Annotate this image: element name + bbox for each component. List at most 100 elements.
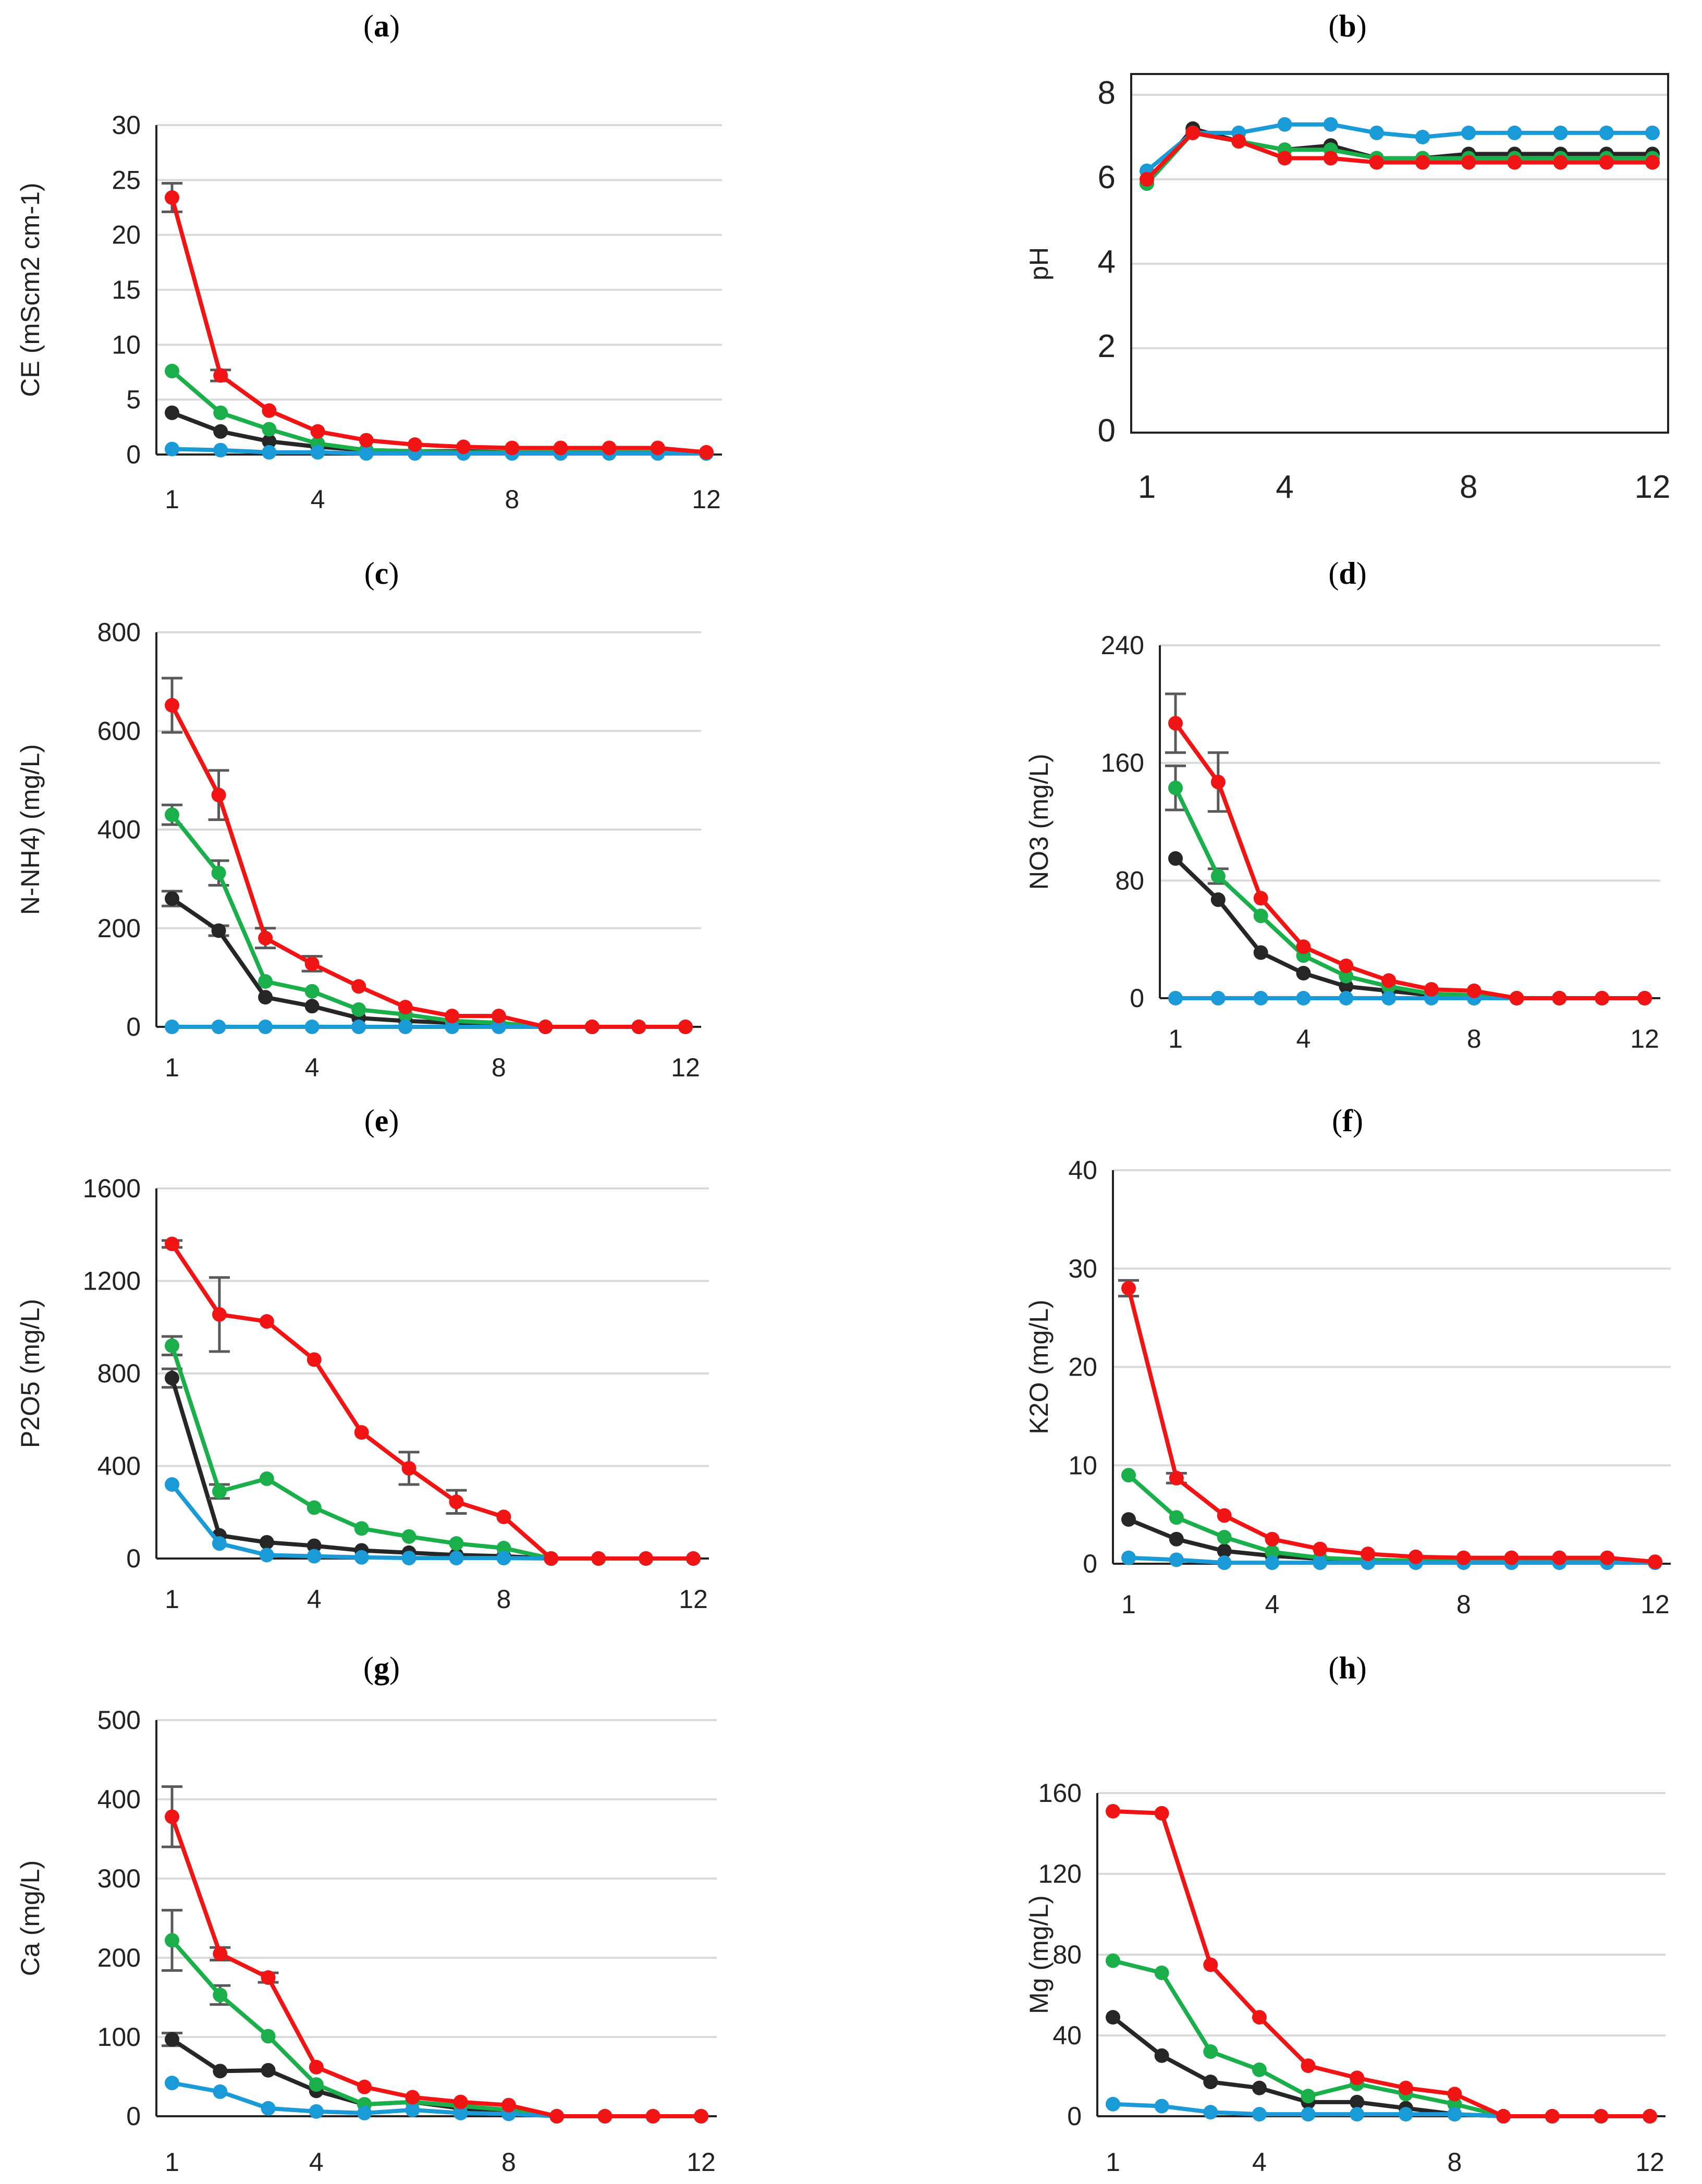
data-point xyxy=(259,1535,274,1550)
data-point xyxy=(357,2079,372,2094)
data-point xyxy=(1265,1555,1280,1570)
y-tick-label: 240 xyxy=(1101,631,1144,660)
y-tick-label: 400 xyxy=(97,815,141,844)
data-point xyxy=(597,2109,613,2124)
data-point xyxy=(1339,991,1354,1005)
data-point xyxy=(211,788,226,803)
data-point xyxy=(1643,2109,1657,2124)
data-point xyxy=(1553,155,1568,170)
data-point xyxy=(1169,1470,1184,1486)
series-blue xyxy=(1140,117,1660,178)
data-point xyxy=(309,2059,324,2075)
data-point xyxy=(1185,125,1201,140)
series-line xyxy=(170,1938,701,2118)
data-point xyxy=(1301,2058,1316,2073)
panel-label-letter: a xyxy=(374,9,389,43)
x-tick-label: 12 xyxy=(671,1053,700,1082)
data-point xyxy=(405,2102,420,2117)
x-tick-label: 1 xyxy=(165,1053,179,1082)
series-red xyxy=(1140,125,1660,187)
data-point xyxy=(1301,2089,1316,2104)
chart-panel-c: (c) 0 200 400 600 800 1 4 8 12 N-NH4) (mg/L) xyxy=(16,556,701,1082)
data-point xyxy=(1415,130,1430,144)
data-point xyxy=(1168,851,1183,866)
x-tick-label: 4 xyxy=(309,2148,324,2177)
data-point xyxy=(631,1020,646,1034)
y-tick-label: 0 xyxy=(1083,1549,1097,1578)
panel-label-letter: e xyxy=(375,1103,389,1138)
data-point xyxy=(1169,1531,1184,1547)
data-point xyxy=(304,984,320,999)
data-point xyxy=(553,440,568,456)
data-point xyxy=(456,439,471,455)
panel-label: (c) xyxy=(364,556,399,591)
panel-label-close: ) xyxy=(388,1103,399,1138)
data-point xyxy=(351,979,366,994)
data-point xyxy=(213,443,228,458)
y-tick-label: 120 xyxy=(1038,1859,1082,1888)
y-axis-label: NO3 (mg/L) xyxy=(1024,754,1054,890)
y-axis-label: P2O5 (mg/L) xyxy=(16,1299,45,1448)
panel-label-open: ( xyxy=(1328,9,1339,43)
data-point xyxy=(304,956,320,971)
data-point xyxy=(1277,117,1292,132)
panel-label: (d) xyxy=(1328,556,1366,591)
data-point xyxy=(258,990,273,1005)
data-point xyxy=(1456,1550,1471,1565)
data-point xyxy=(1217,1543,1232,1559)
data-point xyxy=(678,1020,693,1034)
x-tick-label: 8 xyxy=(1460,469,1477,505)
data-point xyxy=(1203,2044,1218,2059)
y-tick-label: 200 xyxy=(97,1943,141,1972)
data-point xyxy=(1323,151,1338,166)
data-point xyxy=(211,1020,226,1034)
data-point xyxy=(1168,716,1183,731)
y-tick-label: 80 xyxy=(1115,866,1144,895)
data-point xyxy=(1600,1550,1615,1565)
x-tick-label: 4 xyxy=(1296,1024,1311,1053)
panel-label-open: ( xyxy=(1328,556,1339,591)
data-point xyxy=(407,437,422,452)
x-tick-label: 12 xyxy=(1640,1590,1670,1619)
data-point xyxy=(1466,983,1481,998)
chart-panel-a: (a) 0 5 10 15 20 25 30 1 4 8 12 CE (mScm2 cm-1) xyxy=(16,9,722,514)
data-point xyxy=(453,2105,468,2120)
data-point xyxy=(1253,909,1268,924)
data-point xyxy=(165,1809,179,1824)
data-point xyxy=(1106,2010,1120,2025)
panel-label-open: ( xyxy=(364,1103,375,1138)
y-tick-label: 10 xyxy=(112,330,141,359)
data-point xyxy=(212,1484,227,1499)
data-point xyxy=(1253,891,1268,906)
x-tick-label: 1 xyxy=(1138,469,1156,505)
series-green xyxy=(162,1335,701,1566)
data-point xyxy=(1277,151,1292,166)
data-point xyxy=(211,865,226,880)
series-line xyxy=(172,447,706,456)
panel-label-open: ( xyxy=(1328,1651,1339,1685)
y-tick-label: 100 xyxy=(97,2022,141,2052)
data-point xyxy=(1253,991,1268,1005)
data-point xyxy=(213,424,228,439)
data-point xyxy=(1361,1547,1376,1562)
data-point xyxy=(401,1461,417,1476)
data-point xyxy=(213,1987,228,2003)
data-point xyxy=(1323,117,1338,132)
data-point xyxy=(1296,966,1311,981)
data-point xyxy=(1169,1510,1184,1525)
data-point xyxy=(1398,2080,1413,2095)
series-green xyxy=(1165,764,1652,1005)
panel-label: (h) xyxy=(1328,1651,1366,1685)
data-point xyxy=(304,1020,320,1034)
chart-panel-b: (b) 0 2 4 6 8 1 4 8 12 pH xyxy=(1024,9,1670,505)
data-point xyxy=(1415,155,1430,170)
data-point xyxy=(1203,2105,1218,2120)
data-point xyxy=(212,1536,227,1551)
series-red xyxy=(1165,692,1652,1005)
series-line xyxy=(170,1377,693,1561)
chart-panel-d: (d) 0 80 160 240 1 4 8 12 NO3 (mg/L) xyxy=(1024,556,1660,1053)
data-point xyxy=(1154,1965,1169,1980)
x-tick-label: 12 xyxy=(679,1585,708,1614)
y-tick-label: 0 xyxy=(1130,984,1144,1013)
data-point xyxy=(1252,2107,1267,2122)
